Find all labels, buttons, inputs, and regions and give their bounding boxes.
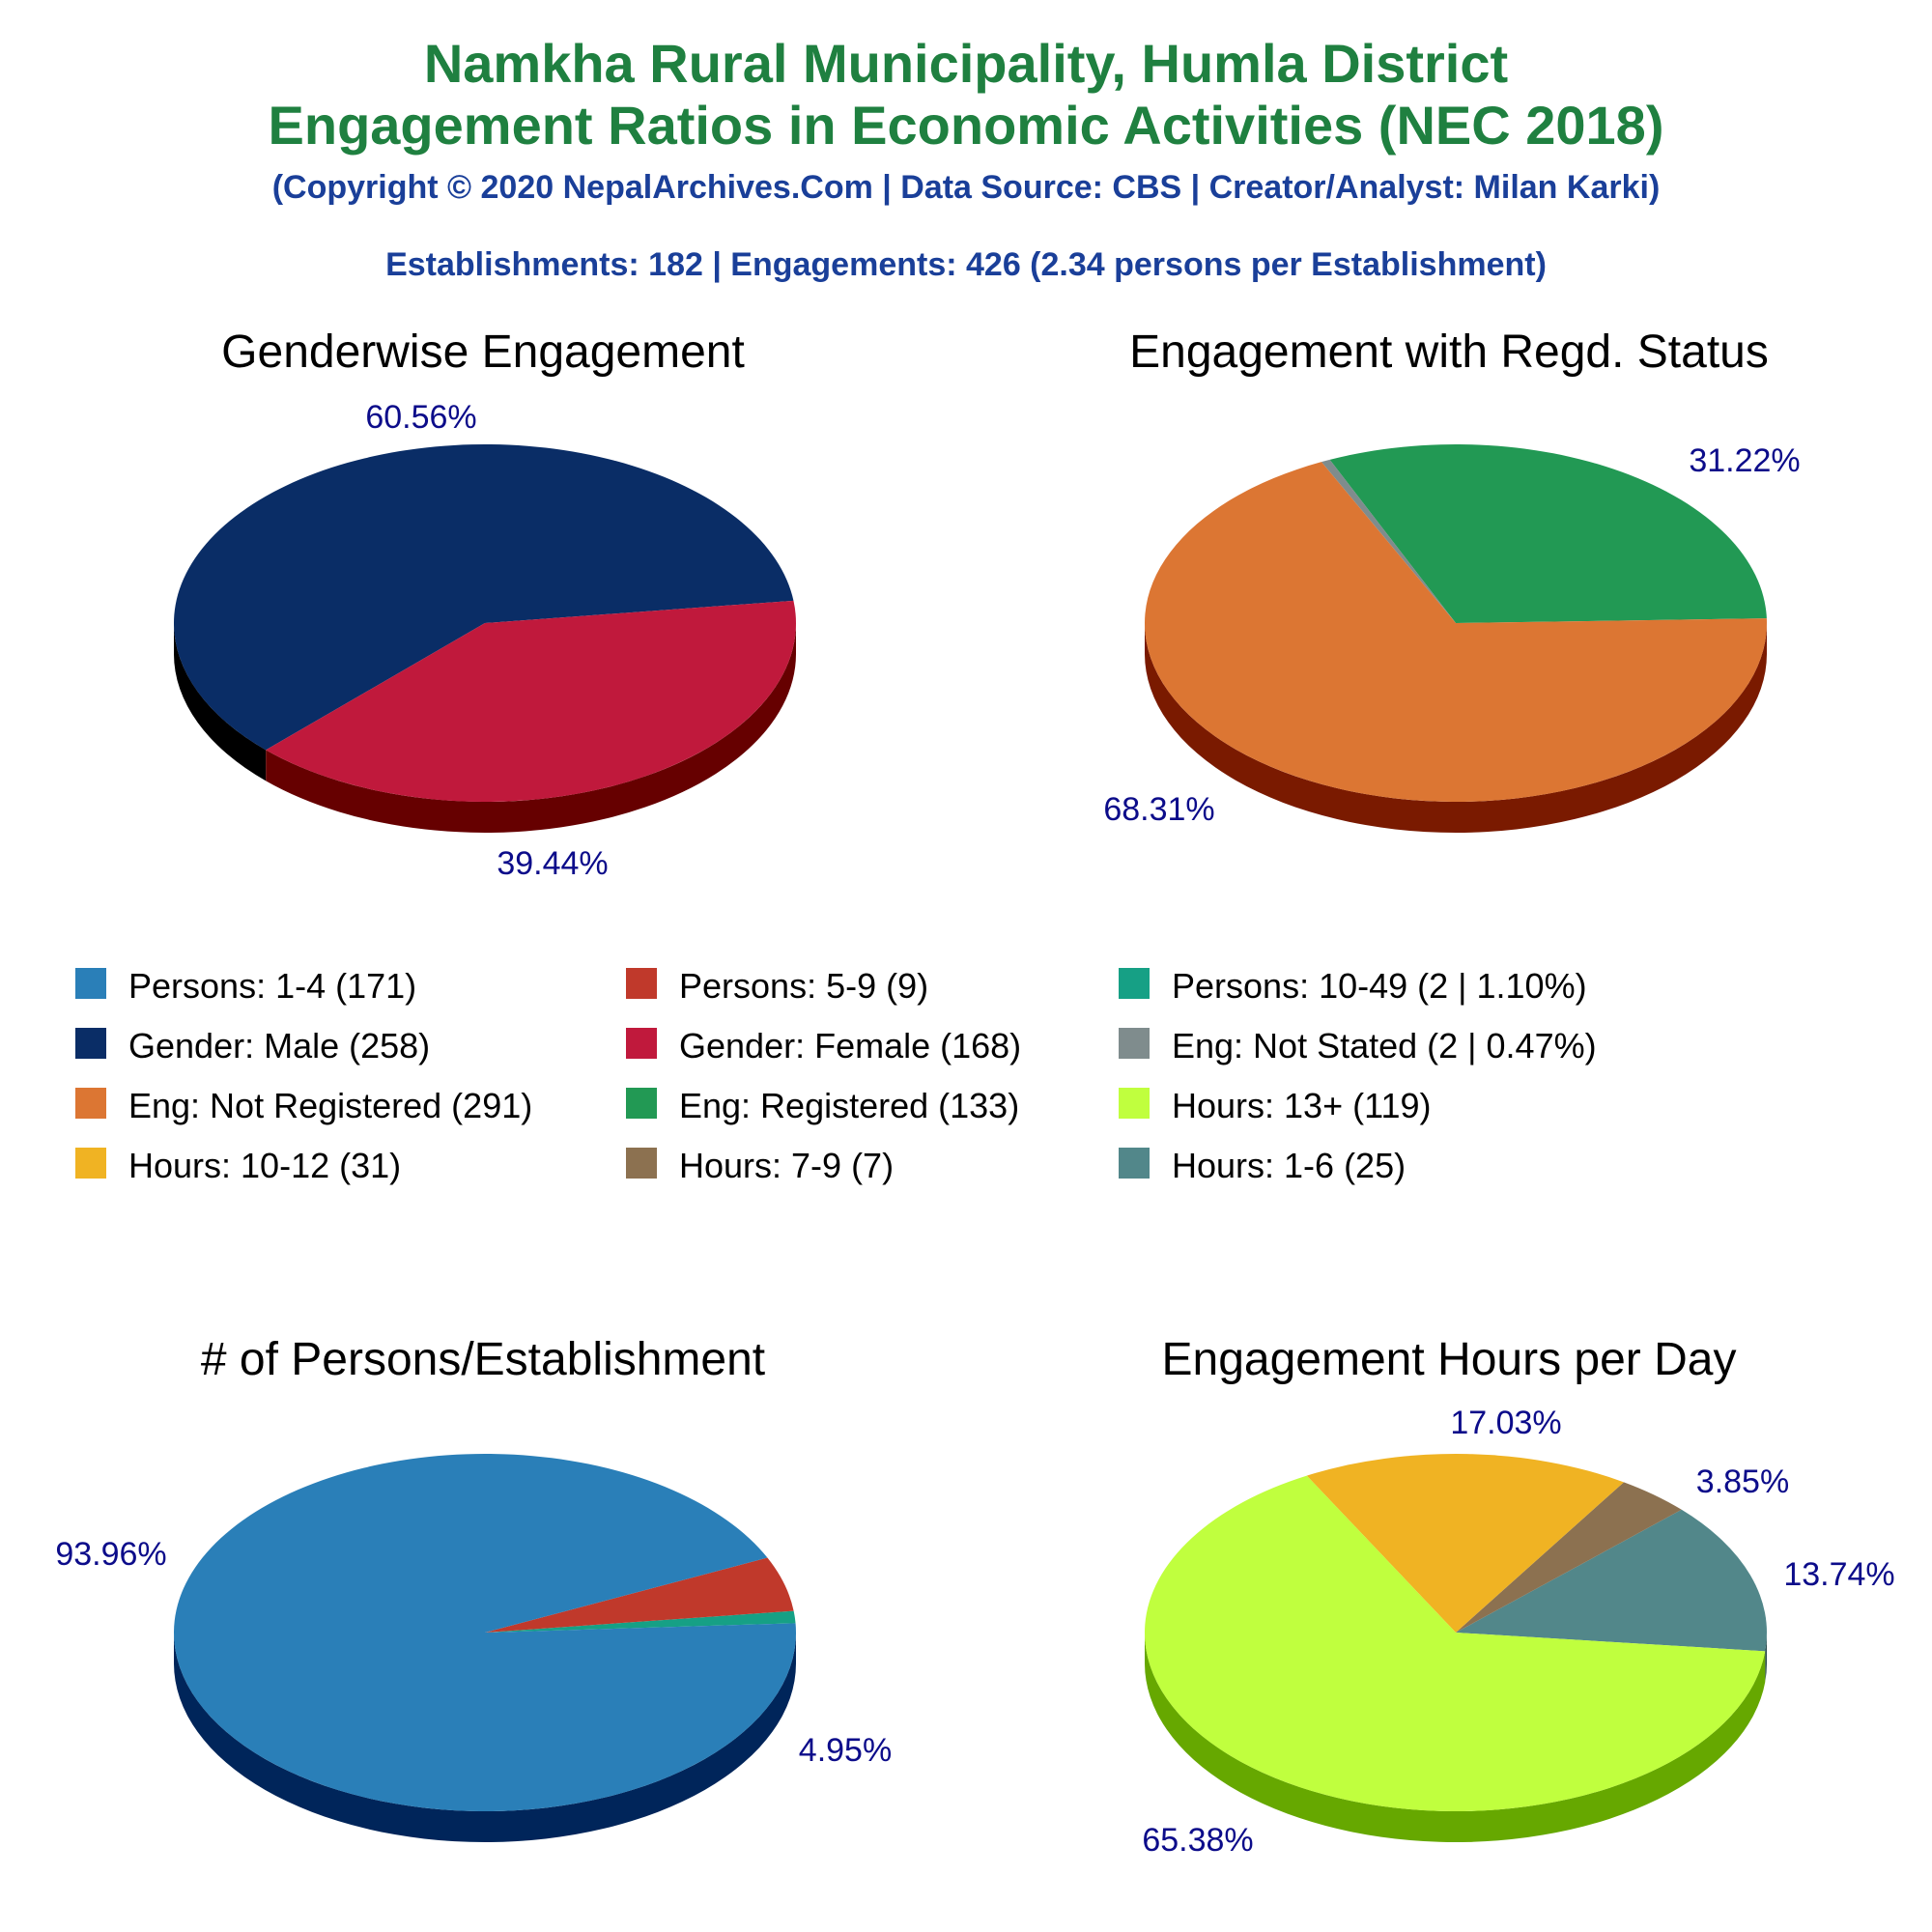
pie-side [1145, 1633, 1766, 1843]
summary-line: Establishments: 182 | Engagements: 426 (… [385, 246, 1547, 283]
pie-chart-4: 13.74% 3.85% 17.03% 65.38% [1142, 1405, 1894, 1859]
pie-side [174, 623, 267, 781]
legend-swatch [1119, 968, 1150, 999]
legend-swatch [626, 1088, 657, 1119]
pie-slice [1145, 462, 1767, 803]
pie-side [1145, 623, 1767, 833]
pie-title-hours: Engagement Hours per Day [1161, 1334, 1737, 1385]
legend-label: Eng: Not Registered (291) [128, 1086, 533, 1125]
pie-chart-1: 60.56% 39.44% [174, 399, 796, 882]
pie-slice-label: 31.22% [1689, 442, 1800, 479]
pie-slice-label: 4.95% [799, 1732, 892, 1769]
pie-slice [1306, 1454, 1624, 1633]
pie-slice [1145, 1475, 1766, 1811]
legend-swatch [1119, 1088, 1150, 1119]
legend-label: Eng: Registered (133) [679, 1086, 1020, 1125]
legend-swatch [1119, 1028, 1150, 1059]
pie-side [266, 623, 796, 833]
pie-slice-label: 3.85% [1696, 1463, 1789, 1500]
legend-swatch [75, 1088, 106, 1119]
legend-label: Hours: 7-9 (7) [679, 1146, 895, 1185]
pie-slice [1456, 1482, 1682, 1633]
legend-label: Gender: Female (168) [679, 1026, 1022, 1065]
pie-title-gender: Genderwise Engagement [221, 327, 745, 378]
legend-swatch [626, 1028, 657, 1059]
chart-title-line1: Namkha Rural Municipality, Humla Distric… [423, 33, 1509, 94]
pie-slice [485, 1557, 794, 1633]
pie-title-persons: # of Persons/Establishment [200, 1334, 766, 1385]
legend-label: Persons: 1-4 (171) [128, 966, 417, 1006]
pie-chart-3: 4.95% 93.96% [55, 1453, 892, 1842]
legend-label: Persons: 10-49 (2 | 1.10%) [1172, 966, 1587, 1006]
legend-label: Persons: 5-9 (9) [679, 966, 929, 1006]
legend-label: Gender: Male (258) [128, 1026, 431, 1065]
legend-swatch [75, 968, 106, 999]
legend-swatch [626, 968, 657, 999]
pie-slice [485, 1610, 796, 1633]
legend-label: Hours: 10-12 (31) [128, 1146, 402, 1185]
pie-slice [1321, 459, 1456, 623]
legend-label: Hours: 13+ (119) [1172, 1086, 1432, 1125]
pie-side [1765, 1633, 1767, 1683]
legend-swatch [1119, 1148, 1150, 1179]
pie-slice [266, 600, 796, 803]
legend-swatch [75, 1148, 106, 1179]
pie-slice-label: 60.56% [365, 399, 476, 436]
pie-slice [174, 443, 794, 751]
legend-swatch [75, 1028, 106, 1059]
pie-slice [1329, 444, 1767, 623]
pie-slice-label: 17.03% [1450, 1405, 1561, 1441]
pie-slice-label: 68.31% [1103, 791, 1214, 828]
pie-slice-label: 39.44% [497, 845, 608, 882]
pie-side [174, 1633, 796, 1842]
legend-swatch [626, 1148, 657, 1179]
chart-title-line2: Engagement Ratios in Economic Activities… [268, 95, 1664, 156]
pie-chart-2: 31.22% 68.31% [1103, 442, 1801, 833]
pie-slice [174, 1453, 797, 1811]
pie-slice-label: 93.96% [55, 1536, 166, 1573]
pie-slice [1456, 1509, 1768, 1652]
pie-slice-label: 65.38% [1142, 1822, 1253, 1859]
pie-slice-label: 13.74% [1783, 1556, 1894, 1593]
pie-title-regd-status: Engagement with Regd. Status [1129, 327, 1769, 378]
copyright-note: (Copyright © 2020 NepalArchives.Com | Da… [271, 169, 1661, 206]
legend-label: Hours: 1-6 (25) [1172, 1146, 1406, 1185]
legend-label: Eng: Not Stated (2 | 0.47%) [1172, 1026, 1597, 1065]
